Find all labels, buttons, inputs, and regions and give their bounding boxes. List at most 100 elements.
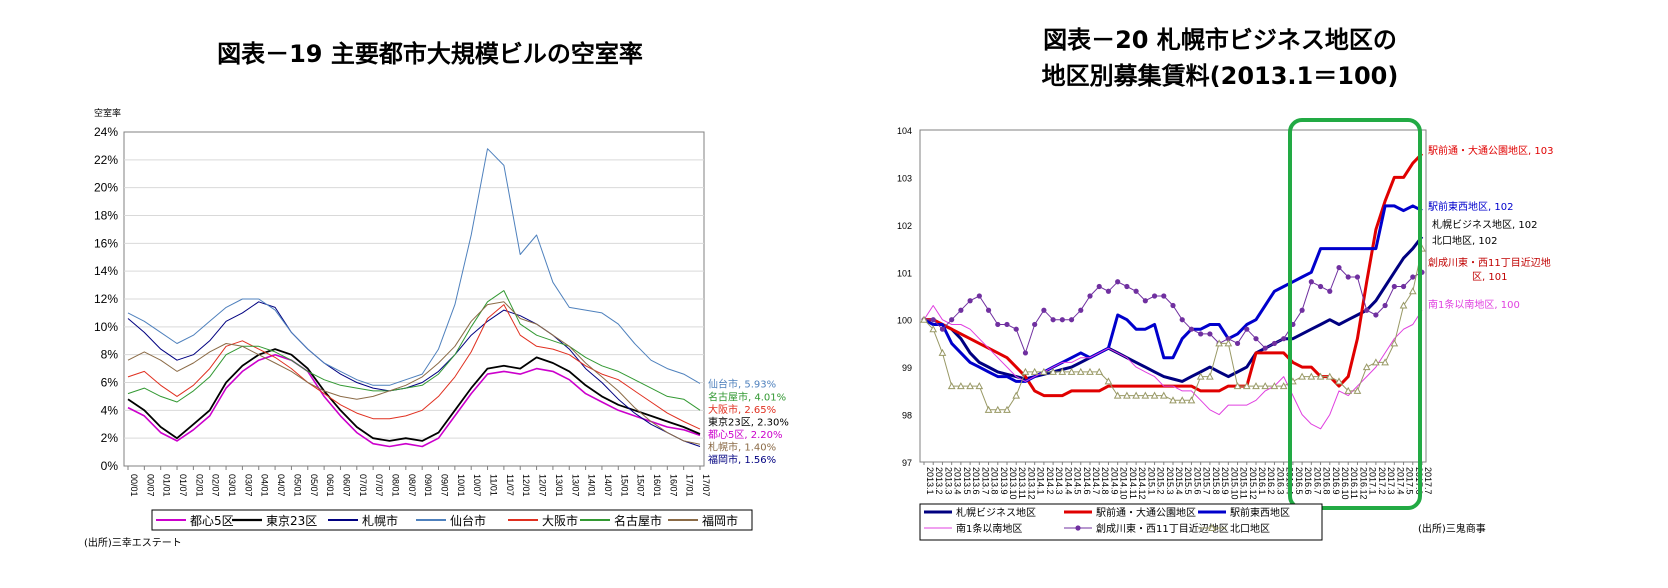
right-x-tick-label: 2017.4: [1395, 467, 1405, 495]
left-x-ticks: 00/01 00/07 01/01 01/07 02/01 02/07 03/01 03/07…: [127, 466, 711, 497]
right-legend-label: 駅前通・大通公園地区: [1096, 506, 1196, 519]
right-y-tick-label: 104: [897, 126, 912, 136]
right-end-label: 区, 101: [1472, 271, 1507, 283]
right-end-label: 創成川東・西11丁目近辺地: [1428, 256, 1551, 269]
left-x-tick-label: 14/01: [587, 474, 597, 497]
left-x-tick-label: 09/07: [440, 474, 450, 497]
right-x-tick-label: 2015.7: [1202, 467, 1212, 495]
right-series-marker-triangle: [1399, 301, 1408, 309]
right-series-marker-dot: [1299, 307, 1305, 313]
left-x-tick-label: 02/07: [211, 474, 221, 497]
right-series-marker-triangle: [1141, 391, 1150, 399]
left-legend-box: [151, 509, 753, 531]
left-end-label: 仙台市, 5.93%: [708, 377, 776, 390]
left-x-tick-label: 07/07: [374, 474, 384, 497]
left-x-tick-label: 17/07: [701, 474, 711, 497]
right-x-tick-label: 2016.7: [1312, 467, 1322, 495]
right-y-tick-label: 99: [902, 363, 912, 373]
left-y-tick-label: 8%: [101, 348, 119, 362]
left-x-tick-label: 05/07: [309, 474, 319, 497]
right-series-marker-dot: [1170, 302, 1176, 309]
right-series-marker-triangle: [1335, 377, 1343, 385]
left-end-label: 札幌市, 1.40%: [708, 441, 776, 454]
right-series-marker-dot: [930, 317, 936, 323]
left-y-tick-label: 18%: [94, 209, 118, 223]
right-series-marker-triangle: [1058, 367, 1067, 375]
right-x-tick-label: 2016.3: [1275, 467, 1285, 495]
right-legend-label: 駅前東西地区: [1230, 506, 1290, 519]
right-x-tick-label: 2014.11: [1128, 467, 1138, 499]
right-series-marker-dot: [949, 317, 955, 323]
right-series-marker-triangle: [1187, 396, 1196, 404]
right-x-tick-label: 2014.4: [1063, 467, 1073, 495]
right-series-marker-triangle: [938, 348, 947, 356]
right-series-marker-triangle: [1372, 358, 1380, 366]
right-series-marker-dot: [1207, 331, 1213, 337]
right-legend-box: [919, 503, 1323, 541]
right-series-marker-dot: [1068, 317, 1075, 323]
left-y-tick-label: 2%: [101, 431, 119, 445]
right-x-tick-label: 2016.6: [1303, 467, 1313, 495]
right-x-tick-label: 2013.4: [953, 467, 963, 495]
left-x-tick-label: 17/01: [685, 474, 695, 497]
right-series-marker-dot: [1032, 321, 1038, 328]
left-series-line: [127, 301, 701, 445]
right-series-marker-dot: [1142, 298, 1148, 304]
right-legend-marker: [1208, 523, 1216, 531]
right-legend-label: 北口地区: [1230, 522, 1270, 535]
right-series-marker-triangle: [1279, 382, 1288, 390]
right-series-marker-triangle: [1381, 358, 1389, 366]
right-series-marker-dot: [1151, 293, 1158, 299]
right-series-marker-dot: [1115, 279, 1121, 285]
right-y-tick-label: 101: [897, 268, 912, 278]
right-series-marker-triangle: [1159, 391, 1168, 399]
right-chart-subtitle: 地区別募集賃料(2013.1＝100): [1042, 62, 1399, 90]
left-x-tick-label: 04/01: [260, 474, 270, 497]
left-series-line: [127, 290, 701, 411]
right-series-marker-dot: [1400, 283, 1407, 290]
right-x-tick-label: 2013.8: [990, 467, 1000, 495]
right-series-marker-triangle: [1307, 372, 1316, 380]
right-series-line: [923, 204, 1423, 383]
left-x-tick-label: 10/01: [456, 474, 466, 497]
right-x-tick-label: 2013.6: [971, 467, 981, 495]
right-x-tick-label: 2013.5: [962, 467, 972, 495]
right-x-tick-label: 2016.10: [1340, 467, 1350, 500]
left-x-tick-label: 05/01: [292, 474, 302, 497]
left-y-tick-label: 16%: [94, 236, 118, 250]
right-y-tick-label: 100: [897, 316, 912, 326]
right-x-tick-label: 2014.10: [1119, 467, 1129, 500]
right-y-ticks: 97 98 99 100 101 102 103 104: [897, 126, 912, 468]
right-series-marker-dot: [1345, 274, 1351, 280]
left-y-ticks: 0% 2% 4% 6% 8% 10% 12% 14% 16% 18% 20% 22% 24%: [94, 125, 118, 473]
right-series-marker-triangle: [1132, 391, 1140, 399]
right-series-marker-triangle: [1252, 382, 1260, 390]
left-legend: 都心5区 東京23区 札幌市 仙台市 大阪市 名古屋市 福岡市: [156, 513, 738, 528]
right-series-marker-dot: [958, 307, 964, 313]
right-x-tick-label: 2015.2: [1156, 467, 1166, 495]
right-x-tick-label: 2014.8: [1100, 467, 1110, 495]
left-x-tick-label: 15/07: [636, 474, 646, 497]
right-series-marker-dot: [1253, 336, 1259, 342]
right-series-marker-triangle: [1049, 367, 1057, 375]
left-legend-label: 仙台市: [450, 513, 486, 528]
right-x-tick-label: 2013.9: [999, 467, 1009, 495]
right-series-marker-dot: [1078, 307, 1084, 313]
right-series-marker-dot: [1161, 293, 1167, 299]
left-x-tick-label: 10/07: [472, 474, 482, 497]
right-series-marker-triangle: [1353, 386, 1362, 394]
right-legend-label: 創成川東・西11丁目近辺地区: [1096, 522, 1229, 535]
right-series-marker-dot: [1271, 340, 1278, 347]
right-series-marker-triangle: [957, 382, 965, 390]
right-series-marker-dot: [1188, 326, 1195, 332]
right-highlight-box: [1288, 118, 1422, 510]
left-x-tick-label: 06/07: [341, 474, 351, 497]
right-series-marker-dot: [976, 293, 982, 299]
left-series-line: [127, 301, 701, 447]
right-x-tick-label: 2017.2: [1377, 467, 1387, 495]
right-x-tick-label: 2013.3: [943, 467, 953, 495]
left-legend-label: 名古屋市: [614, 513, 662, 528]
left-x-tick-label: 03/07: [243, 474, 253, 497]
right-end-label: 駅前東西地区, 102: [1428, 200, 1513, 213]
right-x-tick-label: 2016.2: [1266, 467, 1276, 495]
